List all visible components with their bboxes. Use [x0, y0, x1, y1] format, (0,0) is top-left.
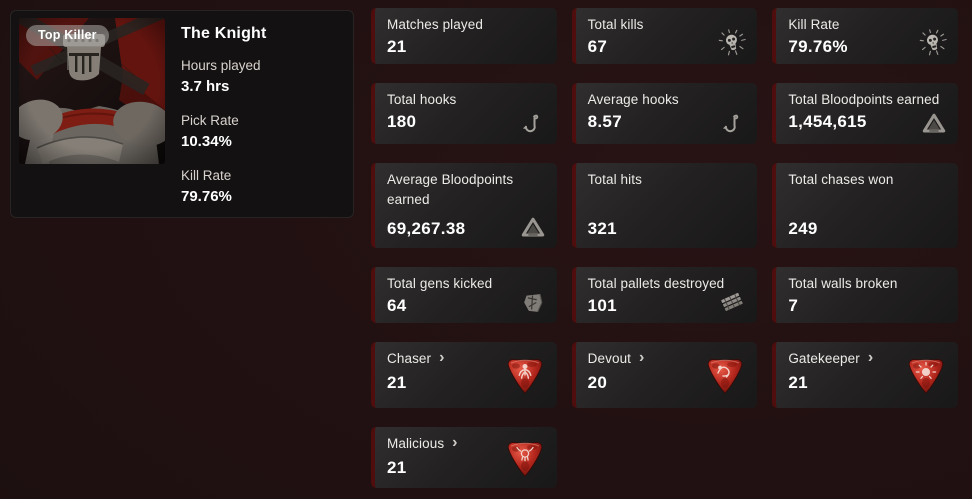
stat-label: Total gens kicked [387, 276, 493, 291]
killer-portrait-image: Top Killer [19, 18, 165, 164]
stat-value: 101 [587, 296, 617, 316]
stat-label: Total kills [587, 17, 644, 32]
emblem-tile-malicious[interactable]: Malicious › 21 [371, 427, 557, 488]
stat-value: 1,454,615 [788, 112, 867, 132]
stat-label: Average hooks [587, 92, 679, 107]
generator-icon [520, 290, 546, 316]
emblem-value: 21 [387, 373, 407, 393]
emblem-value: 20 [587, 373, 608, 393]
bloodpoints-icon [921, 111, 947, 137]
stat-tile-total-gens-kicked: Total gens kicked 64 [371, 267, 557, 323]
stat-tile-total-hits: Total hits 321 [571, 163, 758, 248]
stat-tile-total-chases-won: Total chases won 249 [772, 163, 958, 248]
emblem-label: Devout [587, 351, 632, 366]
profile-stat-value: 3.7 hrs [181, 77, 230, 95]
top-killer-badge: Top Killer [26, 25, 109, 46]
emblem-label: Chaser [387, 351, 432, 366]
devout-emblem-icon [703, 353, 747, 397]
stat-label: Total walls broken [788, 276, 898, 291]
profile-stat-value: 79.76% [181, 187, 232, 205]
stat-value: 79.76% [788, 37, 848, 57]
skull-icon [919, 29, 947, 57]
chaser-emblem-icon [503, 353, 547, 397]
profile-details: The Knight Hours played 3.7 hrs Pick Rat… [181, 17, 267, 211]
profile-stat-hours: Hours played 3.7 hrs [181, 56, 267, 98]
stat-value: 69,267.38 [387, 219, 466, 238]
stat-label: Average Bloodpoints earned [387, 172, 514, 208]
chevron-right-icon: › [452, 434, 458, 452]
chevron-right-icon: › [639, 349, 645, 367]
pallet-icon [718, 288, 746, 316]
bloodpoints-icon [520, 215, 546, 241]
stat-tile-total-kills: Total kills 67 [571, 8, 758, 64]
stat-value: 321 [587, 219, 617, 238]
stat-label: Total hooks [387, 92, 457, 107]
stats-grid: Matches played 21 Total kills 67 Kill Ra… [371, 8, 958, 488]
profile-stat-label: Pick Rate [181, 113, 239, 129]
emblem-label: Gatekeeper [788, 351, 860, 366]
stat-tile-average-bloodpoints: Average Bloodpoints earned 69,267.38 [371, 163, 557, 248]
chevron-right-icon: › [867, 349, 874, 367]
chevron-right-icon: › [439, 349, 445, 367]
emblem-tile-chaser[interactable]: Chaser › 21 [371, 342, 557, 408]
killer-name: The Knight [181, 25, 267, 42]
stat-value: 249 [788, 219, 818, 238]
stat-label: Total chases won [788, 172, 894, 187]
stat-value: 64 [387, 296, 407, 316]
profile-stat-label: Hours played [181, 58, 261, 73]
emblem-tile-gatekeeper[interactable]: Gatekeeper › 21 [772, 342, 958, 408]
stat-tile-matches-played: Matches played 21 [371, 8, 557, 64]
emblem-value: 21 [387, 458, 407, 478]
stat-value: 21 [387, 37, 407, 57]
hook-icon [722, 113, 746, 137]
killer-profile-card: Top Killer The Knight Hours played 3.7 h… [10, 10, 354, 218]
emblem-tile-devout[interactable]: Devout › 20 [571, 342, 758, 408]
stat-label: Matches played [387, 17, 483, 32]
stat-value: 67 [587, 37, 608, 57]
stat-tile-average-hooks: Average hooks 8.57 [571, 83, 758, 144]
skull-icon [718, 29, 746, 57]
gatekeeper-emblem-icon [904, 353, 948, 397]
stat-label: Total Bloodpoints earned [788, 92, 940, 107]
profile-stat-killrate: Kill Rate 79.76% [181, 166, 267, 208]
profile-stat-value: 10.34% [181, 132, 232, 150]
stat-value: 7 [788, 296, 799, 316]
stat-value: 8.57 [587, 112, 622, 132]
emblem-value: 21 [788, 373, 808, 393]
stat-tile-total-walls-broken: Total walls broken 7 [772, 267, 958, 323]
hook-icon [522, 113, 546, 137]
emblem-label: Malicious [387, 436, 445, 451]
stat-label: Total hits [587, 172, 642, 187]
stat-tile-total-hooks: Total hooks 180 [371, 83, 557, 144]
stat-value: 180 [387, 112, 417, 132]
profile-stat-label: Kill Rate [181, 168, 232, 184]
stat-label: Kill Rate [788, 17, 840, 32]
stat-tile-total-pallets-destroyed: Total pallets destroyed 101 [571, 267, 758, 323]
stat-tile-kill-rate: Kill Rate 79.76% [772, 8, 958, 64]
stat-tile-total-bloodpoints: Total Bloodpoints earned 1,454,615 [772, 83, 958, 144]
malicious-emblem-icon [503, 436, 547, 480]
profile-stat-pickrate: Pick Rate 10.34% [181, 111, 267, 153]
stat-label: Total pallets destroyed [587, 276, 725, 291]
